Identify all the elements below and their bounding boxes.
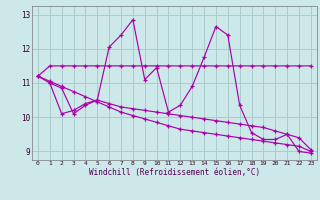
X-axis label: Windchill (Refroidissement éolien,°C): Windchill (Refroidissement éolien,°C) bbox=[89, 168, 260, 177]
